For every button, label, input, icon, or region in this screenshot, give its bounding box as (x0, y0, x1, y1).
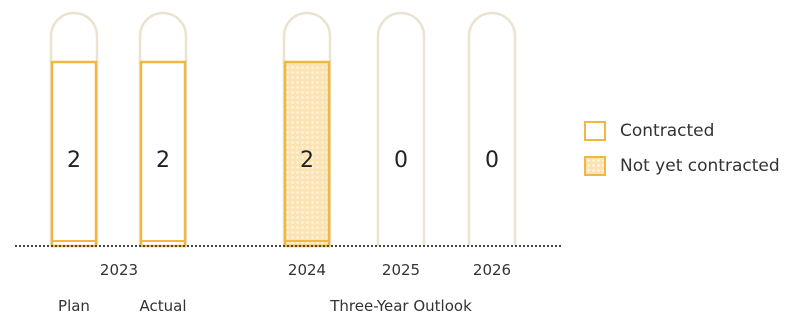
bar-contracted-2023-actual (139, 60, 187, 248)
year-label-2023: 2023 (100, 261, 138, 279)
year-label-2026: 2026 (473, 261, 511, 279)
capsule-outline-2023-actual (138, 11, 188, 246)
capsule-outline-2025 (376, 11, 426, 246)
bar-not-yet-contracted-2024 (283, 60, 331, 248)
group-label-plan: Plan (58, 297, 90, 315)
legend-label-contracted: Contracted (620, 120, 715, 141)
group-label-outlook: Three-Year Outlook (329, 297, 472, 315)
legend-item-contracted: Contracted (584, 118, 780, 143)
group-label-actual: Actual (140, 297, 187, 315)
value-label-2023-actual: 2 (156, 148, 170, 173)
year-label-2025: 2025 (382, 261, 420, 279)
value-label-2026: 0 (485, 148, 499, 173)
value-label-2025: 0 (394, 148, 408, 173)
legend-item-not-contracted: Not yet contracted (584, 153, 780, 178)
capsule-outline-2024 (282, 11, 332, 246)
legend-label-not-contracted: Not yet contracted (620, 155, 780, 176)
value-label-2023-plan: 2 (67, 148, 81, 173)
bar-contracted-2023-plan (50, 60, 98, 248)
legend: Contracted Not yet contracted (584, 118, 780, 188)
capsule-outline-2023-plan (49, 11, 99, 246)
value-label-2024: 2 (300, 148, 314, 173)
capsule-outline-2026 (467, 11, 517, 246)
contracted-swatch (584, 120, 606, 141)
year-label-2024: 2024 (288, 261, 326, 279)
not-contracted-swatch (584, 155, 606, 176)
